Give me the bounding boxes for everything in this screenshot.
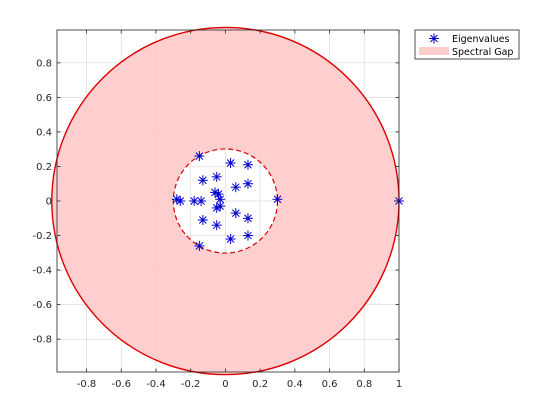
eigenvalue-point: [197, 215, 208, 225]
eigenvalue-point: [242, 178, 253, 189]
legend-eigenvalues-label: Eigenvalues: [452, 34, 509, 45]
eigenvalue-point: [230, 208, 241, 219]
x-tick-label: 1: [396, 379, 402, 390]
x-tick-label: 0.8: [356, 379, 372, 390]
y-tick-labels: 0.8 0.6 0.4 0.2 0 -0.2 -0.4 -0.6 -0.8: [32, 58, 52, 345]
x-tick-label: 0.2: [252, 379, 268, 390]
legend: Eigenvalues Spectral Gap: [414, 29, 520, 60]
y-tick-label: 0.8: [36, 58, 52, 69]
x-tick-labels: -0.8 -0.6 -0.4 -0.2 0 0.2 0.4 0.6 0.8 1: [77, 379, 402, 390]
x-tick-label: 0.6: [322, 379, 338, 390]
y-tick-label: 0: [46, 197, 52, 208]
eigenvalue-point: [242, 213, 253, 224]
x-tick-label: -0.2: [181, 379, 201, 390]
eigenvalue-point: [242, 230, 253, 241]
eigenvalue-point: [225, 158, 236, 168]
eigenvalue-point: [230, 182, 241, 193]
eigenvalue-point: [211, 171, 222, 182]
eigenvalue-point: [225, 234, 236, 244]
eigenvalue-point: [211, 220, 222, 231]
legend-asterisk: [429, 33, 439, 44]
y-tick-label: 0.6: [36, 93, 52, 104]
x-tick-label: 0.4: [287, 379, 303, 390]
eigenvalue-markers: [171, 151, 404, 251]
eigenvalue-point: [215, 194, 226, 205]
x-tick-label: -0.4: [146, 379, 166, 390]
eigenvalue-point: [194, 151, 205, 162]
eigenvalue-point: [213, 189, 224, 200]
axis-ticks: [57, 30, 400, 372]
eigenvalue-point: [196, 196, 207, 206]
y-tick-label: -0.6: [32, 300, 52, 311]
y-tick-label: 0.4: [36, 127, 52, 138]
eigenvalue-point: [197, 175, 208, 186]
eigenvalue-point: [171, 194, 182, 205]
spectral-gap-fill: [51, 27, 400, 375]
eigenvalue-point: [194, 240, 205, 251]
x-tick-label: -0.6: [111, 379, 131, 390]
legend-spectral-gap-label: Spectral Gap: [452, 47, 513, 58]
legend-spectral-gap-swatch: [419, 47, 449, 55]
x-tick-label: -0.8: [77, 379, 97, 390]
legend-eigenvalues-marker: [429, 33, 439, 44]
y-tick-label: -0.4: [32, 266, 52, 277]
y-tick-label: -0.8: [32, 335, 52, 346]
y-tick-label: -0.2: [32, 231, 52, 242]
eigenvalue-point: [242, 159, 253, 170]
x-tick-label: 0: [222, 379, 228, 390]
eigenvalue-point: [272, 194, 283, 205]
y-tick-label: 0.2: [36, 162, 52, 173]
